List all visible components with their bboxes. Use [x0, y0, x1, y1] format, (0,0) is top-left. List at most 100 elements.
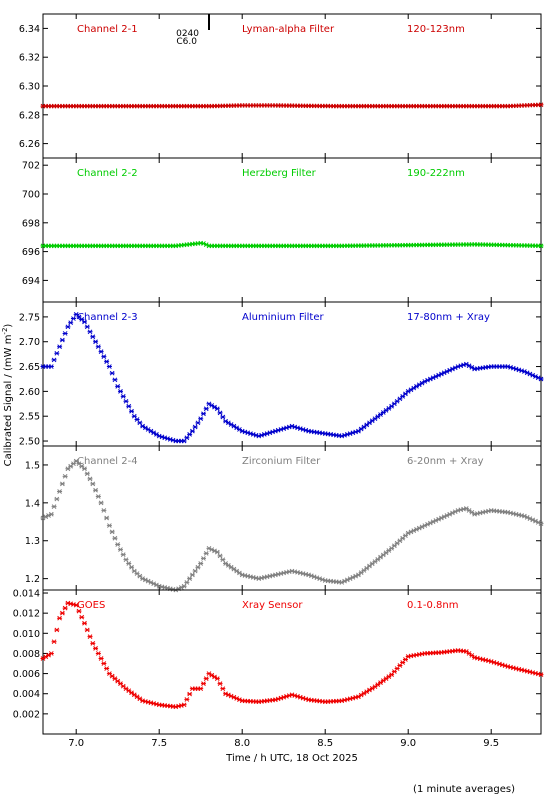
data-point: [220, 557, 226, 563]
data-point: [73, 602, 79, 608]
data-point: [59, 481, 65, 487]
data-point: [59, 610, 65, 616]
panel-frame: [42, 445, 542, 591]
chart-panels: 6.26 6.28 6.30 6.32 6.34 Channel 2-1 Lyman-alp…: [13, 13, 544, 735]
panel-5: 0.002 0.004 0.006 0.008 0.010 0.012 0.014 GOES X…: [13, 589, 544, 735]
y-tick-label: 1.5: [25, 460, 40, 471]
data-point: [54, 496, 60, 502]
data-point: [82, 319, 87, 325]
data-point: [68, 320, 74, 326]
data-point: [98, 656, 104, 661]
data-point: [95, 344, 101, 350]
series-markers: [40, 312, 544, 444]
data-point: [84, 627, 90, 633]
y-tick-label: 0.008: [13, 649, 40, 660]
y-tick-label: 2.50: [19, 437, 40, 448]
y-tick-label: 6.34: [19, 24, 40, 35]
data-point: [54, 627, 60, 633]
data-point: [101, 661, 107, 666]
y-tick-label: 698: [22, 218, 40, 229]
channel-label: GOES: [77, 600, 105, 611]
data-point: [48, 364, 54, 369]
filter-label: Lyman-alpha Filter: [242, 24, 335, 35]
data-point: [115, 542, 121, 547]
data-point: [95, 651, 101, 656]
y-tick-label: 0.002: [13, 709, 40, 720]
data-point: [198, 686, 204, 692]
x-tick-label: 8.5: [317, 738, 333, 749]
data-point: [200, 556, 206, 561]
data-point: [62, 331, 68, 336]
data-point: [101, 508, 107, 513]
data-point: [129, 690, 135, 696]
data-point: [217, 410, 223, 416]
data-point: [217, 681, 223, 687]
data-point: [466, 651, 472, 656]
data-point: [200, 681, 206, 687]
x-tick-label: 9.0: [400, 738, 416, 749]
data-point: [117, 389, 123, 394]
data-point: [214, 406, 220, 412]
data-point: [126, 688, 132, 694]
y-tick-label: 0.012: [13, 609, 40, 620]
data-point: [463, 649, 469, 654]
data-point: [98, 500, 104, 506]
data-point: [65, 324, 71, 330]
y-tick-label: 6.30: [19, 82, 40, 93]
panel-frame: [42, 589, 542, 735]
data-point: [87, 476, 93, 482]
data-point: [466, 508, 472, 513]
data-point: [82, 620, 87, 626]
channel-label: Channel 2-3: [77, 312, 138, 323]
data-point: [375, 682, 381, 688]
series-markers: [40, 600, 544, 710]
data-point: [109, 529, 115, 535]
data-point: [538, 243, 544, 249]
series-markers: [40, 102, 544, 109]
filter-label: Xray Sensor: [242, 600, 303, 611]
data-point: [134, 694, 140, 700]
data-point: [104, 515, 110, 521]
data-point: [223, 561, 229, 566]
data-point: [200, 411, 206, 417]
y-tick-label: 2.70: [19, 337, 40, 348]
data-point: [195, 420, 201, 426]
data-point: [76, 608, 82, 614]
data-point: [228, 564, 234, 570]
data-point: [203, 676, 209, 681]
data-point: [184, 697, 190, 702]
data-point: [117, 547, 123, 552]
data-point: [234, 568, 240, 574]
data-point: [383, 676, 389, 681]
y-tick-label: 2.75: [19, 312, 40, 323]
series-markers: [40, 458, 544, 593]
data-point: [192, 424, 198, 430]
panel-frame: [42, 157, 542, 303]
data-point: [84, 324, 90, 330]
data-point: [104, 359, 110, 364]
data-point: [79, 614, 85, 620]
series-markers: [40, 240, 544, 249]
data-point: [203, 551, 209, 556]
x-tick-label: 8.0: [234, 738, 250, 749]
data-point: [187, 691, 193, 697]
data-point: [372, 684, 378, 690]
data-point: [203, 406, 209, 412]
data-point: [187, 576, 193, 581]
band-label: 6-20nm + Xray: [407, 456, 484, 467]
x-tick-label: 7.5: [151, 738, 167, 749]
channel-label: Channel 2-2: [77, 168, 138, 179]
data-point: [225, 563, 231, 568]
data-point: [126, 561, 132, 566]
data-point: [82, 466, 87, 472]
data-point: [189, 428, 195, 434]
panel-frame: [42, 301, 542, 447]
data-point: [62, 473, 68, 479]
data-point: [214, 549, 220, 555]
y-axis-label: Calibrated Signal / (mW m-2): [1, 324, 14, 467]
data-point: [101, 354, 107, 359]
data-point: [137, 420, 143, 426]
data-point: [87, 329, 93, 335]
channel-label: Channel 2-1: [77, 24, 138, 35]
panel-4: 1.2 1.3 1.4 1.5 Channel 2-4 Zirconium Filter 6…: [25, 445, 544, 593]
